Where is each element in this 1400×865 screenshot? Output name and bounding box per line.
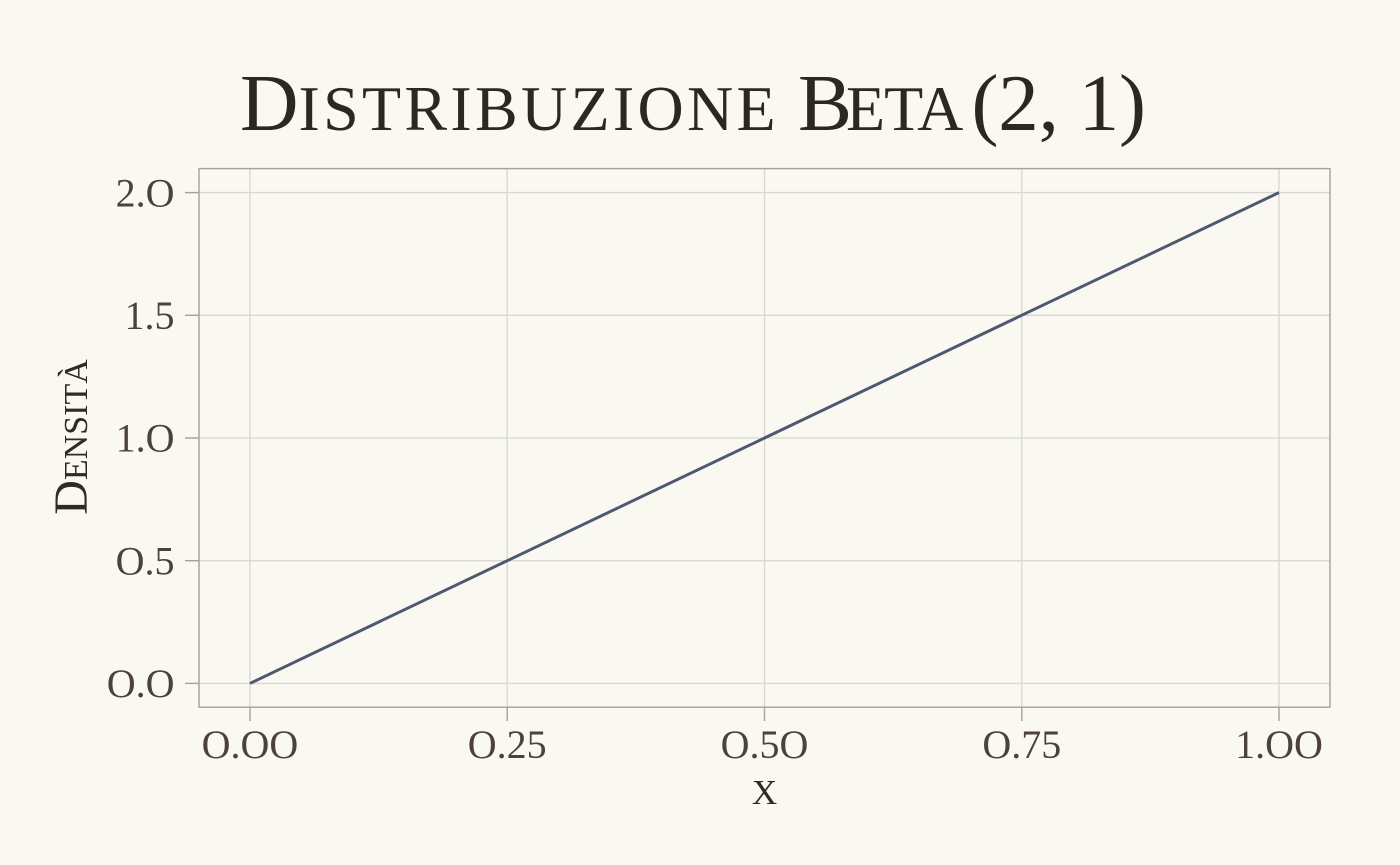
svg-text:O.O: O.O — [107, 661, 175, 706]
svg-text:DISTRIBUZIONE: DISTRIBUZIONE — [240, 58, 779, 148]
svg-text:DENSITÀ: DENSITÀ — [45, 359, 98, 515]
svg-text:2.O: 2.O — [116, 170, 175, 215]
svg-text:O.5: O.5 — [116, 538, 175, 583]
svg-text:O.5O: O.5O — [721, 722, 809, 767]
svg-text:O.OO: O.OO — [202, 722, 299, 767]
svg-text:(2, 1): (2, 1) — [972, 58, 1146, 148]
svg-text:O.25: O.25 — [468, 722, 547, 767]
svg-text:O.75: O.75 — [982, 722, 1061, 767]
svg-text:BETA: BETA — [798, 58, 963, 148]
svg-text:1.5: 1.5 — [125, 293, 175, 338]
svg-text:X: X — [752, 773, 777, 812]
svg-text:1.O: 1.O — [116, 416, 175, 461]
svg-text:1.OO: 1.OO — [1235, 722, 1323, 767]
